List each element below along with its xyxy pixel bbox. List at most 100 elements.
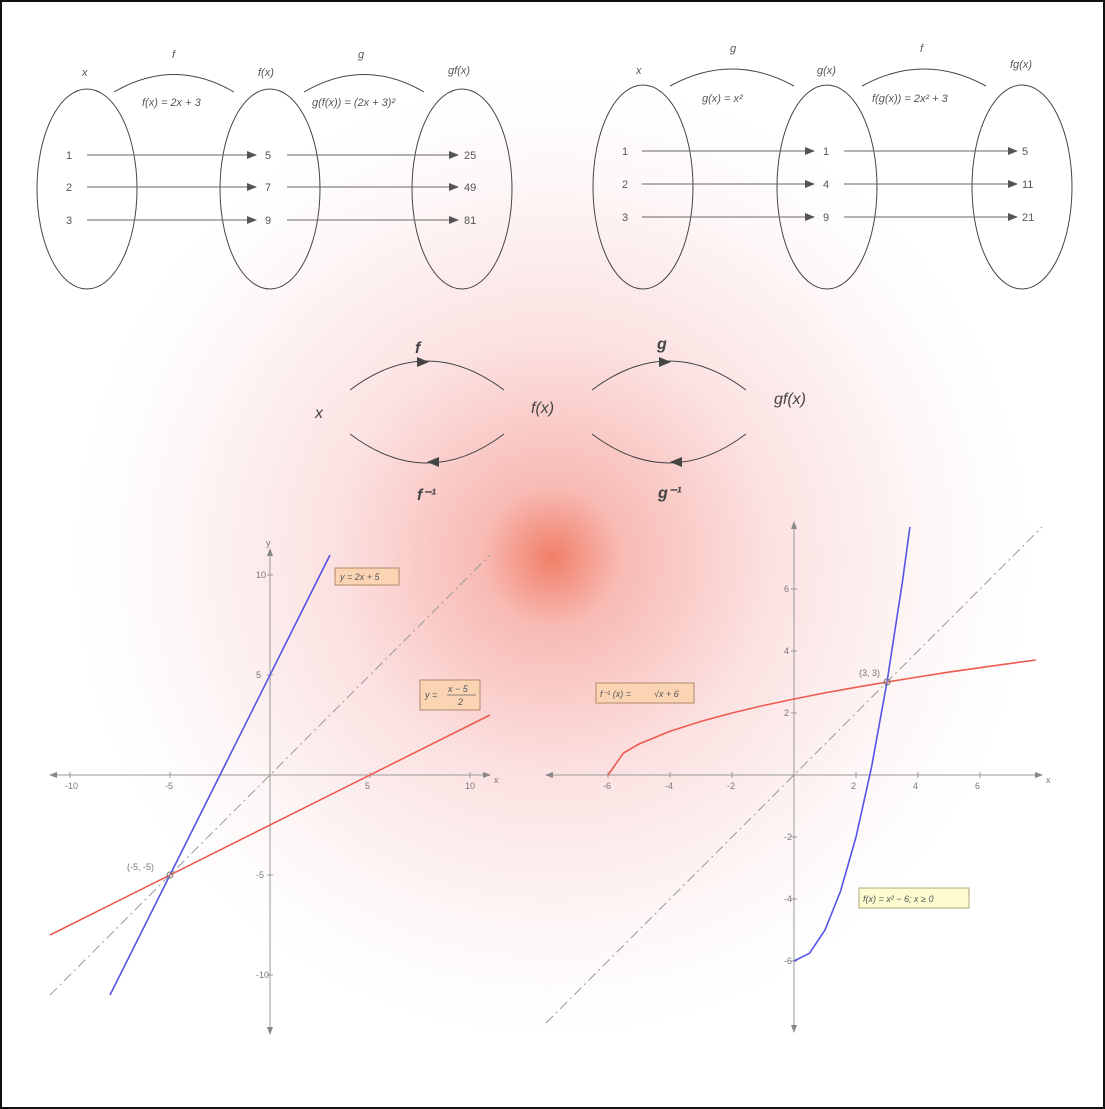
value: 25	[464, 150, 476, 162]
node-fx: f(x)	[531, 400, 554, 417]
set-label: gf(x)	[448, 65, 470, 77]
value: 2	[66, 182, 72, 194]
equation-box	[334, 567, 400, 586]
value: 4	[823, 179, 829, 191]
equation-label: y = 2x + 5	[339, 572, 381, 582]
arc-f	[113, 74, 235, 93]
mapping-diagram-gf: x f(x) gf(x) f g f(x) = 2x + 3 g(f(x)) =…	[36, 49, 513, 290]
domain-set-x	[36, 88, 138, 290]
x-tick-label: -4	[665, 781, 673, 791]
x-axis-label: x	[1046, 775, 1051, 785]
arrowhead-right-icon	[659, 357, 671, 367]
y-tick-label: 2	[784, 708, 789, 718]
function-name: g	[730, 43, 737, 55]
set-gfx	[411, 88, 513, 290]
y-tick-label: -6	[784, 956, 792, 966]
arc-f-inverse	[349, 433, 505, 464]
function-name: f	[920, 43, 924, 55]
value: 11	[1022, 179, 1033, 191]
equation-label-part: f⁻¹ (x) =	[600, 689, 631, 699]
set-label: f(x)	[258, 67, 274, 79]
value: 49	[464, 182, 476, 194]
arc-g	[303, 74, 425, 93]
value: 5	[265, 150, 271, 162]
identity-line-y-equals-x	[49, 554, 491, 996]
value: 1	[622, 146, 628, 158]
y-tick-label: 4	[784, 646, 789, 656]
label-g: g	[656, 336, 667, 353]
set-label: fg(x)	[1010, 59, 1032, 71]
intersection-label: (-5, -5)	[127, 862, 154, 872]
equation-box	[858, 887, 970, 909]
x-tick-label: -5	[165, 781, 173, 791]
x-tick-label: -6	[603, 781, 611, 791]
identity-line-y-equals-x	[545, 526, 1043, 1024]
intersection-label: (3, 3)	[859, 668, 880, 678]
intersection-point	[883, 678, 891, 686]
graph-quadratic-inverse: x -6 -4 -2 2 4 6 6 4 2 -2 -4 -6 (3, 3) f⁻¹ (x) = √x …	[545, 521, 1051, 1033]
label-g-inverse: g⁻¹	[657, 485, 682, 502]
set-fx	[219, 88, 321, 290]
arrowhead-left-icon	[670, 457, 682, 467]
label-f-inverse: f⁻¹	[417, 487, 437, 504]
arc-g	[669, 68, 795, 87]
formula: f(x) = 2x + 3	[142, 97, 202, 109]
value: 7	[265, 182, 271, 194]
set-label: x	[635, 65, 642, 77]
function-name: g	[358, 49, 365, 61]
domain-set-x	[592, 84, 694, 290]
arc-g-forward	[591, 360, 747, 391]
equation-box	[595, 682, 695, 704]
value: 9	[823, 212, 829, 224]
set-label: g(x)	[817, 65, 836, 77]
arc-f-forward	[349, 360, 505, 391]
value: 21	[1022, 212, 1034, 224]
y-tick-label: -10	[256, 970, 269, 980]
intersection-point	[166, 871, 174, 879]
equation-label-part: x − 5	[447, 684, 469, 694]
value: 1	[823, 146, 829, 158]
mapping-diagram-fg: x g(x) fg(x) g f g(x) = x² f(g(x)) = 2x²…	[592, 43, 1073, 290]
y-tick-label: 6	[784, 584, 789, 594]
formula: g(x) = x²	[702, 93, 743, 105]
function-curve	[793, 526, 911, 962]
function-curve	[49, 714, 491, 936]
y-tick-label: -2	[784, 832, 792, 842]
value: 5	[1022, 146, 1028, 158]
x-tick-label: -2	[727, 781, 735, 791]
value: 3	[622, 212, 628, 224]
y-tick-label: 10	[256, 570, 266, 580]
equation-label: f(x) = x² − 6; x ≥ 0	[863, 894, 933, 904]
set-label: x	[81, 67, 88, 79]
node-x: x	[314, 405, 324, 422]
x-tick-label: 6	[975, 781, 980, 791]
value: 2	[622, 179, 628, 191]
arc-g-inverse	[591, 433, 747, 464]
value: 9	[265, 215, 271, 227]
y-tick-label: 5	[256, 670, 261, 680]
value: 81	[464, 215, 476, 227]
equation-label-part: 2	[457, 697, 463, 707]
arrowhead-right-icon	[417, 357, 429, 367]
equation-label-part: √x + 6	[654, 689, 679, 699]
formula: g(f(x)) = (2x + 3)²	[312, 97, 395, 109]
y-tick-label: -4	[784, 894, 792, 904]
x-tick-label: 2	[851, 781, 856, 791]
graph-linear-inverse: x y -10 -5 5 10 10 5 -5 -10 (-5, -5) y = 2x + 5 y…	[49, 538, 499, 1035]
equation-label-part: y =	[424, 690, 437, 700]
node-gfx: gf(x)	[774, 391, 806, 408]
formula: f(g(x)) = 2x² + 3	[872, 93, 949, 105]
x-tick-label: -10	[65, 781, 78, 791]
x-tick-label: 5	[365, 781, 370, 791]
label-f: f	[415, 340, 422, 357]
function-curve	[607, 659, 1036, 776]
set-fgx	[971, 84, 1073, 290]
value: 1	[66, 150, 72, 162]
x-axis-label: x	[494, 775, 499, 785]
inverse-function-diagram: x f(x) gf(x) f g f⁻¹ g⁻¹	[314, 336, 806, 504]
set-gx	[776, 84, 878, 290]
y-axis-label: y	[266, 538, 271, 548]
y-tick-label: -5	[256, 870, 264, 880]
value: 3	[66, 215, 72, 227]
